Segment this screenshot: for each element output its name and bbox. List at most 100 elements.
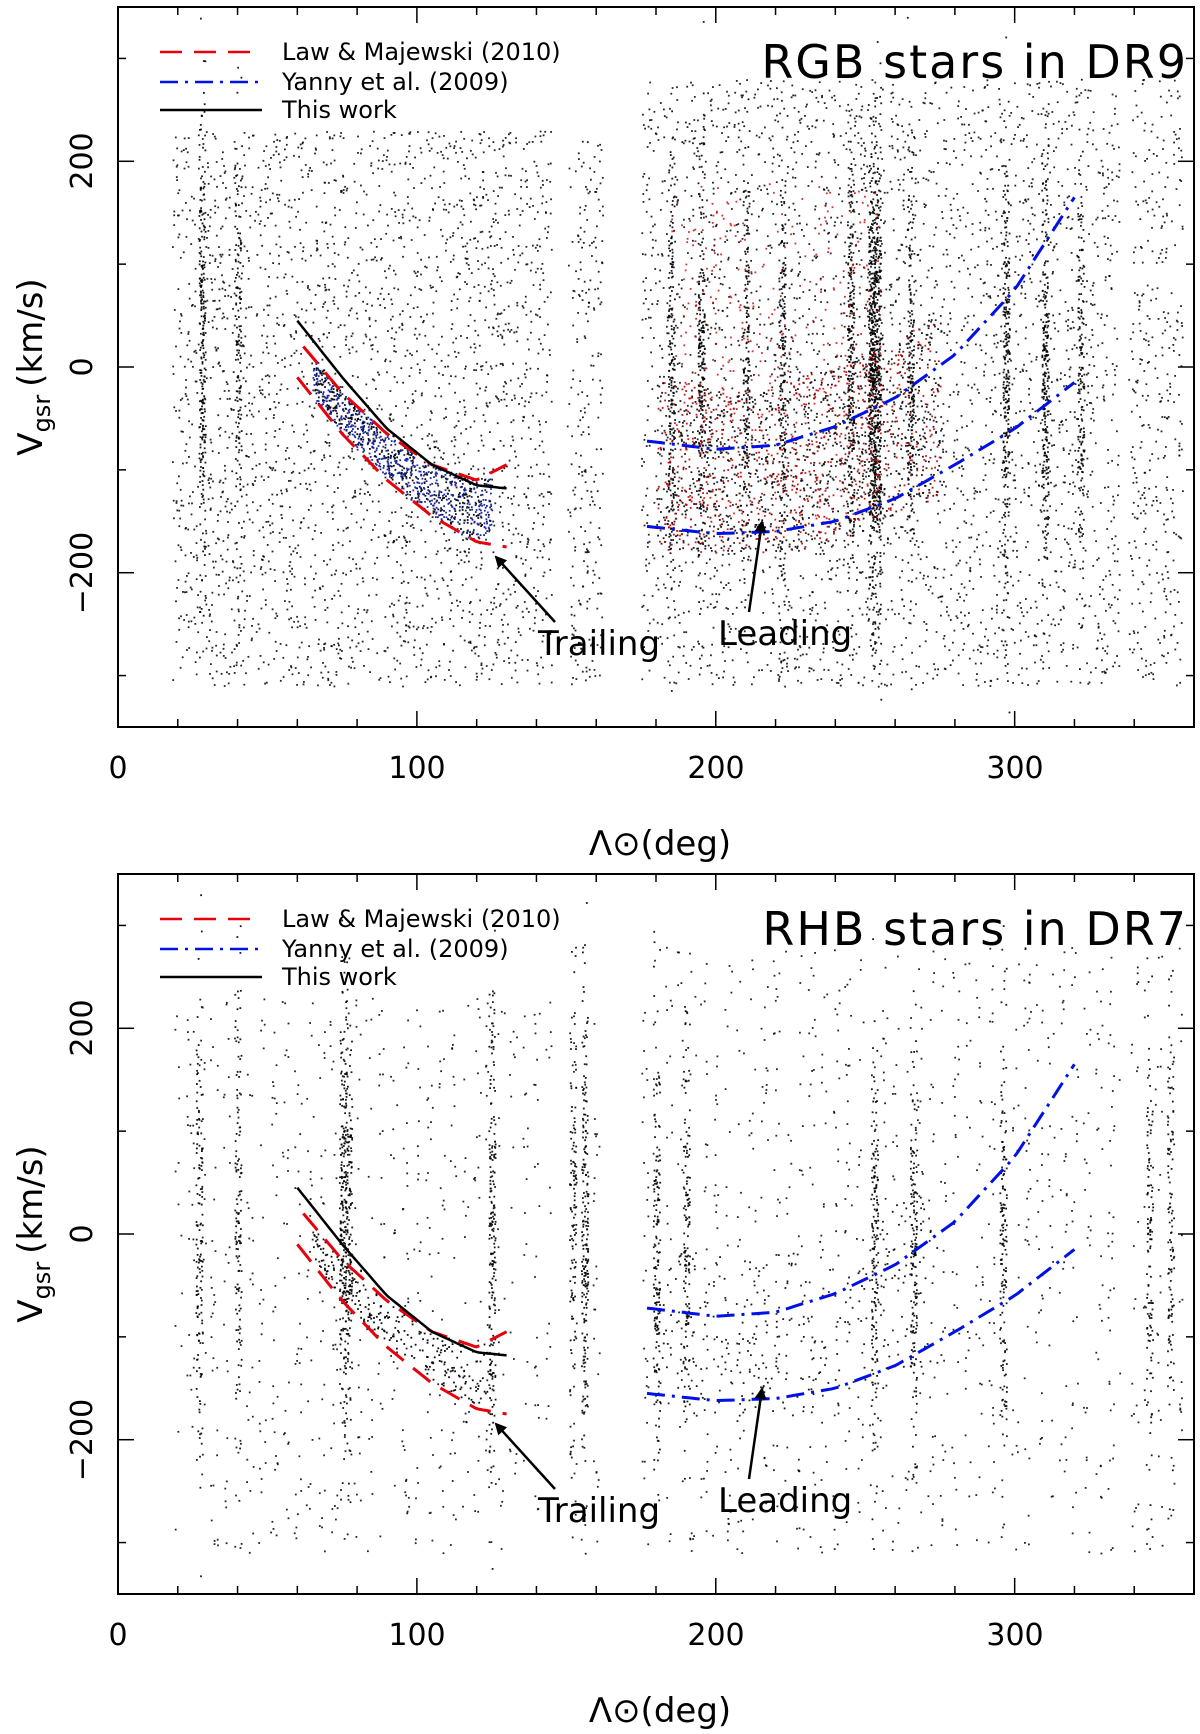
star-point (933, 286, 936, 289)
star-point (857, 682, 860, 684)
star-point (760, 189, 762, 191)
star-point (902, 617, 905, 620)
star-point (384, 307, 386, 309)
star-point (747, 394, 749, 396)
star-point (1132, 119, 1134, 122)
star-point (1019, 410, 1021, 413)
star-point (1087, 391, 1090, 394)
star-point (601, 472, 604, 475)
star-point (978, 644, 981, 647)
star-point (925, 178, 928, 181)
star-point (1138, 602, 1141, 605)
star-point (568, 530, 570, 533)
star-point (790, 96, 793, 99)
star-point (726, 90, 728, 93)
star-point (798, 530, 800, 532)
star-point (1166, 101, 1168, 104)
star-point (815, 366, 818, 368)
star-point (1112, 495, 1114, 498)
star-point (483, 644, 486, 647)
star-point (450, 328, 453, 330)
star-point (911, 203, 913, 206)
star-point (948, 405, 951, 408)
star-point (451, 602, 453, 604)
star-point (1028, 352, 1031, 355)
star-point (459, 147, 462, 149)
star-point (456, 203, 458, 206)
star-point (984, 463, 987, 465)
star-point (710, 109, 713, 112)
star-point (447, 463, 450, 466)
star-point (1151, 190, 1154, 193)
star-point (356, 201, 358, 204)
star-point (337, 487, 339, 489)
star-point (1145, 659, 1147, 662)
star-point (810, 342, 813, 345)
star-point (502, 567, 504, 569)
star-point (1026, 83, 1029, 86)
star-point (756, 476, 759, 478)
star-point (387, 541, 390, 544)
star-point (437, 343, 440, 346)
star-point (798, 645, 801, 647)
star-point (418, 288, 421, 290)
star-point (799, 635, 801, 638)
star-point (1021, 667, 1023, 670)
star-point (990, 145, 992, 148)
star-point (243, 683, 246, 686)
star-point (360, 526, 362, 529)
star-point (513, 331, 516, 334)
star-point (826, 186, 828, 189)
star-point (893, 646, 896, 648)
star-point (356, 413, 359, 416)
star-point (712, 124, 714, 127)
star-point (985, 293, 988, 295)
star-point (1001, 112, 1003, 115)
star-point (1148, 426, 1151, 429)
star-point (488, 529, 491, 531)
star-point (900, 644, 903, 647)
star-point (1072, 566, 1075, 569)
star-point (760, 82, 763, 84)
star-point (932, 245, 935, 248)
star-point (908, 195, 910, 197)
star-point (339, 135, 342, 138)
star-point (1008, 114, 1011, 117)
star-point (956, 429, 958, 432)
star-point (219, 365, 221, 367)
star-point (345, 506, 347, 509)
star-point (960, 361, 963, 363)
star-point (976, 673, 978, 675)
star-point (333, 179, 336, 181)
star-point (329, 684, 331, 686)
star-point (875, 117, 877, 119)
star-point (920, 400, 923, 402)
star-point (1156, 510, 1159, 512)
star-point (827, 363, 829, 365)
star-point (469, 426, 472, 429)
star-point (949, 664, 952, 666)
star-point (710, 654, 712, 657)
star-point (331, 149, 334, 151)
star-point (649, 81, 652, 84)
star-point (542, 666, 544, 669)
star-point (273, 569, 276, 571)
star-point (297, 316, 300, 319)
star-point (1143, 129, 1146, 132)
star-point (266, 187, 269, 190)
star-point (412, 399, 414, 402)
star-point (931, 102, 933, 105)
star-point (973, 314, 975, 317)
star-point (1108, 603, 1110, 606)
star-point (1055, 538, 1057, 540)
star-point (814, 166, 817, 169)
star-point (815, 96, 818, 99)
star-point (865, 289, 868, 291)
star-point (1135, 380, 1137, 383)
star-point (455, 356, 458, 358)
star-point (827, 151, 830, 154)
star-point (1156, 377, 1159, 379)
star-point (981, 646, 984, 649)
star-point (434, 530, 437, 533)
star-point (466, 283, 468, 285)
